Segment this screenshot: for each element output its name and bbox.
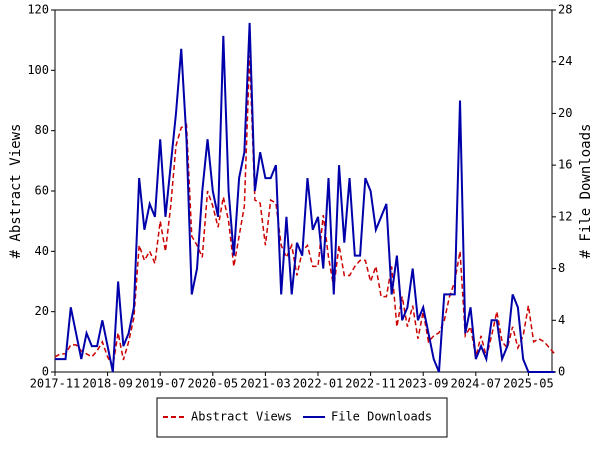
y-tick-label: 40 [35, 244, 49, 258]
x-tick-label: 2018-09 [82, 377, 133, 391]
x-tick-label: 2019-07 [135, 377, 186, 391]
plot-frame [54, 9, 553, 373]
y2-axis-label: # File Downloads [578, 124, 594, 259]
y-tick-label: 60 [35, 184, 49, 198]
x-tick-label: 2020-05 [188, 377, 239, 391]
y2-tick-label: 4 [558, 313, 565, 327]
x-tick-label: 2022-01 [293, 377, 344, 391]
y2-tick-label: 0 [558, 365, 565, 379]
series-line [55, 22, 555, 373]
x-tick-label: 2022-11 [345, 377, 396, 391]
y-tick-label: 0 [42, 365, 49, 379]
x-tick-label: 2024-07 [451, 377, 502, 391]
y-axis-label: # Abstract Views [8, 124, 24, 259]
y2-tick-label: 20 [558, 106, 572, 120]
x-tick-label: 2017-11 [30, 377, 81, 391]
y-tick-label: 100 [27, 63, 49, 77]
y-tick-label: 80 [35, 123, 49, 137]
y2-tick-label: 12 [558, 209, 572, 223]
y-tick-label: 120 [27, 3, 49, 17]
series-line [54, 55, 556, 369]
legend-box [156, 397, 448, 438]
y-tick-label: 20 [35, 304, 49, 318]
y2-tick-label: 24 [558, 54, 572, 68]
legend-label: File Downloads [331, 410, 432, 424]
x-tick-label: 2021-03 [240, 377, 291, 391]
y2-tick-label: 16 [558, 158, 572, 172]
y2-tick-label: 28 [558, 3, 572, 17]
legend-label: Abstract Views [191, 410, 292, 424]
y2-tick-label: 8 [558, 261, 565, 275]
x-tick-label: 2023-09 [398, 377, 449, 391]
x-tick-label: 2025-05 [503, 377, 554, 391]
